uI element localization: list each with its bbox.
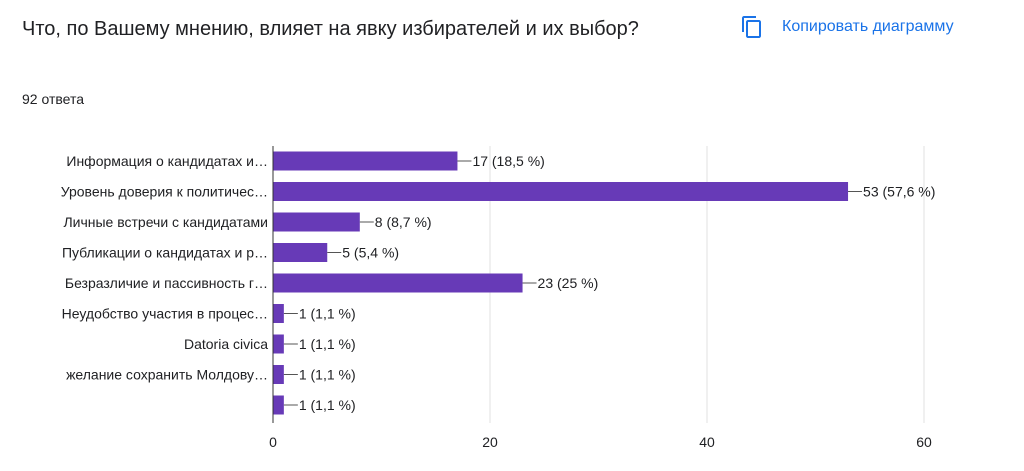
x-tick-label: 40 [699,434,715,450]
bar [273,395,284,415]
value-label: 1 (1,1 %) [299,397,356,413]
value-label: 1 (1,1 %) [299,306,356,322]
category-label: Информация о кандидатах и… [66,153,268,169]
response-count: 92 ответа [22,91,84,107]
x-tick-label: 20 [482,434,498,450]
bar [273,212,360,232]
category-label: Неудобство участия в процес… [62,306,268,322]
value-label: 17 (18,5 %) [472,153,544,169]
x-tick-label: 60 [916,434,932,450]
bar [273,304,284,323]
category-label: Уровень доверия к политичес… [61,184,268,200]
question-title: Что, по Вашему мнению, влияет на явку из… [22,18,639,40]
bar [273,182,849,201]
value-label: 1 (1,1 %) [299,336,356,352]
bar [273,365,284,384]
value-label: 8 (8,7 %) [375,214,432,230]
value-label: 53 (57,6 %) [863,184,935,200]
category-label: Datoria civica [184,336,268,352]
value-label: 5 (5,4 %) [342,245,399,261]
value-label: 23 (25 %) [538,275,599,291]
category-label: Личные встречи с кандидатами [63,214,268,230]
copy-chart-label: Копировать диаграмму [782,18,954,35]
bar [273,334,284,354]
value-label: 1 (1,1 %) [299,367,356,383]
copy-chart-button[interactable]: Копировать диаграмму [740,12,954,42]
category-label: Публикации о кандидатах и р… [62,245,268,261]
bar [273,273,523,293]
copy-icon [742,16,761,38]
category-label: желание сохранить Молдову… [66,367,268,383]
category-label: Безразличие и пассивность г… [65,275,268,291]
x-tick-label: 0 [269,434,277,450]
bar [273,151,458,171]
bar [273,243,328,262]
